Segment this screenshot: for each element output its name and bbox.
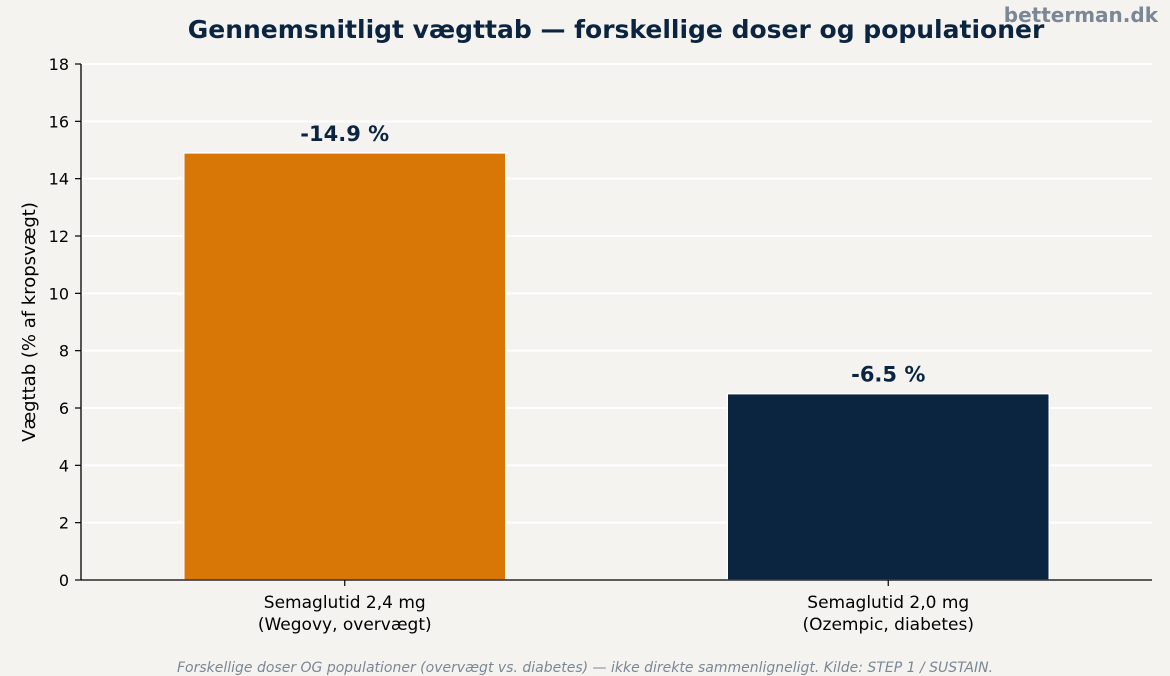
y-tick-label: 10 [49,284,69,303]
y-tick-label: 6 [59,399,69,418]
y-tick-label: 18 [49,55,69,74]
watermark: betterman.dk [1004,3,1159,27]
bar-value-label-2: -6.5 % [851,363,925,387]
y-tick-label: 14 [49,170,69,189]
bar-1 [183,152,507,581]
y-tick-label: 0 [59,571,69,590]
y-tick-label: 4 [59,456,69,475]
axes: 0 2 4 6 8 10 12 14 16 18 Semaglutid 2,4 mg(Wegovy,… [49,55,1152,635]
y-tick-label: 8 [59,342,69,361]
x-tick-label-1-line-1: Semaglutid 2,4 mg [264,593,426,613]
x-tick-label-2-line-2: (Ozempic, diabetes) [803,615,974,635]
bar-value-label-1: -14.9 % [300,122,389,146]
y-tick-label: 12 [49,227,69,246]
bar-2 [726,392,1050,581]
x-tick-label-1-line-2: (Wegovy, overvægt) [258,615,432,635]
footnote: Forskellige doser OG populationer (overv… [177,660,993,676]
bars [183,152,1050,581]
x-tick-label-2-line-1: Semaglutid 2,0 mg [807,593,969,613]
y-tick-label: 2 [59,514,69,533]
y-tick-label: 16 [49,112,69,131]
chart-title: Gennemsnitligt vægttab — forskellige dos… [188,15,1045,44]
data-labels: -14.9 % -6.5 % [300,122,925,387]
y-axis-label: Vægttab (% af kropsvægt) [19,202,40,442]
